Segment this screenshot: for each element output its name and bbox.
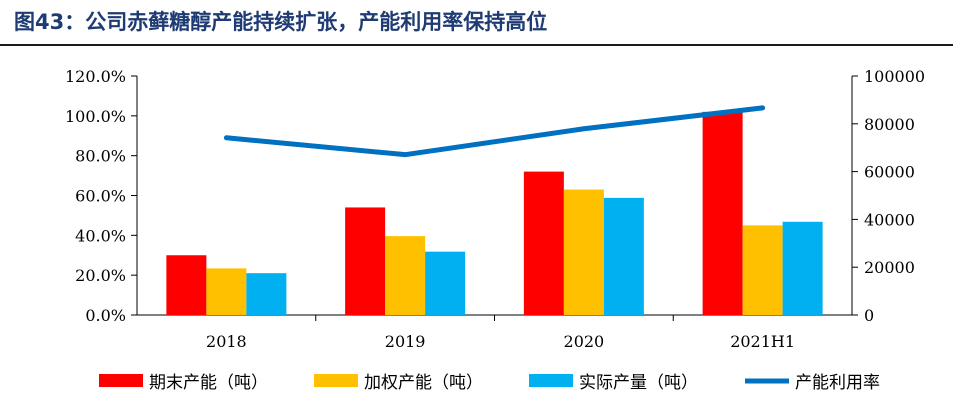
legend-swatch xyxy=(99,374,143,387)
legend-swatch xyxy=(529,374,573,387)
bar xyxy=(345,207,386,315)
title-divider xyxy=(0,44,953,46)
left-tick-label: 80.0% xyxy=(75,147,126,166)
legend-label: 加权产能（吨） xyxy=(364,373,483,393)
left-tick-label: 100.0% xyxy=(65,107,126,126)
legend-label: 产能利用率 xyxy=(795,373,880,393)
left-tick-label: 20.0% xyxy=(75,266,126,285)
right-tick-label: 0 xyxy=(864,306,874,325)
bar xyxy=(742,225,783,315)
bar xyxy=(385,236,426,315)
x-tick-label: 2020 xyxy=(564,332,605,351)
x-tick-label: 2018 xyxy=(206,332,247,351)
line-layer xyxy=(223,105,766,158)
utilization-line xyxy=(223,105,766,158)
legend: 期末产能（吨） 加权产能（吨） 实际产量（吨） 产能利用率 xyxy=(99,373,880,393)
x-tick-label: 2021H1 xyxy=(730,332,795,351)
bar xyxy=(206,268,247,315)
left-tick-label: 120.0% xyxy=(65,67,126,86)
right-tick-label: 100000 xyxy=(864,67,925,86)
bar xyxy=(603,197,644,315)
left-tick-label: 60.0% xyxy=(75,187,126,206)
legend-swatch xyxy=(314,374,358,387)
legend-label: 期末产能（吨） xyxy=(149,373,268,393)
bar xyxy=(166,255,207,315)
left-tick-label: 0.0% xyxy=(85,306,126,325)
right-tick-label: 80000 xyxy=(864,115,915,134)
figure-title: 图43：公司赤藓糖醇产能持续扩张，产能利用率保持高位 xyxy=(14,10,548,34)
left-tick-label: 40.0% xyxy=(75,226,126,245)
bar xyxy=(246,273,287,315)
right-tick-label: 60000 xyxy=(864,163,915,182)
right-tick-label: 20000 xyxy=(864,258,915,277)
bar xyxy=(702,111,743,315)
bar xyxy=(425,251,466,315)
bar xyxy=(523,171,564,315)
axes-layer: 0.0% 20.0% 40.0% 60.0% 80.0% 100.0% 120.0% 0 200… xyxy=(65,67,925,351)
bar xyxy=(563,189,604,315)
bar xyxy=(782,221,823,315)
bars-layer xyxy=(166,111,823,315)
legend-label: 实际产量（吨） xyxy=(579,373,698,393)
x-tick-label: 2019 xyxy=(385,332,426,351)
right-tick-label: 40000 xyxy=(864,210,915,229)
